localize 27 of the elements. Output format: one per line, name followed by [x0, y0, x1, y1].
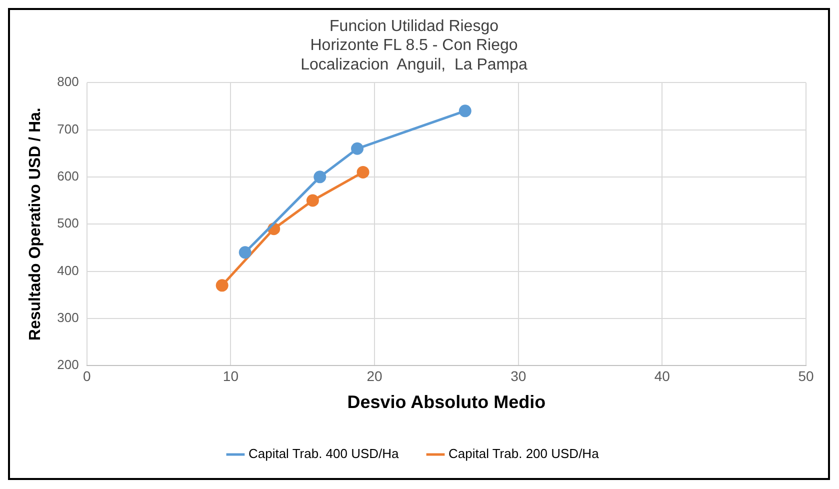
point	[458, 104, 472, 118]
legend-label: Capital Trab. 200 USD/Ha	[448, 446, 600, 462]
x-tick-label: 50	[798, 368, 814, 384]
y-tick-label: 300	[57, 310, 79, 326]
point	[306, 194, 319, 207]
x-tick-label: 0	[82, 368, 91, 384]
x-tick-label: 20	[366, 368, 383, 384]
x-tick-label: 40	[654, 368, 670, 384]
y-tick-label: 400	[57, 262, 79, 278]
point	[238, 246, 252, 259]
legend-label: Capital Trab. 400 USD/Ha	[248, 446, 400, 462]
point	[216, 279, 228, 292]
y-tick-label: 700	[57, 121, 79, 136]
y-tick-label: 800	[57, 74, 79, 90]
text: Horizonte FL 8.5 - Con Riego	[310, 37, 518, 54]
point	[351, 142, 364, 155]
x-tick-label: 10	[222, 368, 239, 384]
x-tick-label: 30	[510, 368, 526, 384]
text: Localizacion Anguil, La Pampa	[300, 56, 528, 74]
y-axis-title: Resultado Operativo USD / Ha.	[27, 108, 44, 341]
point	[314, 170, 326, 184]
point	[356, 166, 370, 178]
y-tick-label: 200	[57, 357, 79, 372]
y-tick-label: 600	[57, 168, 79, 184]
x-axis-title: Desvio Absoluto Medio	[347, 392, 546, 412]
text: Funcion Utilidad Riesgo	[330, 18, 498, 36]
y-tick-label: 500	[57, 216, 79, 231]
